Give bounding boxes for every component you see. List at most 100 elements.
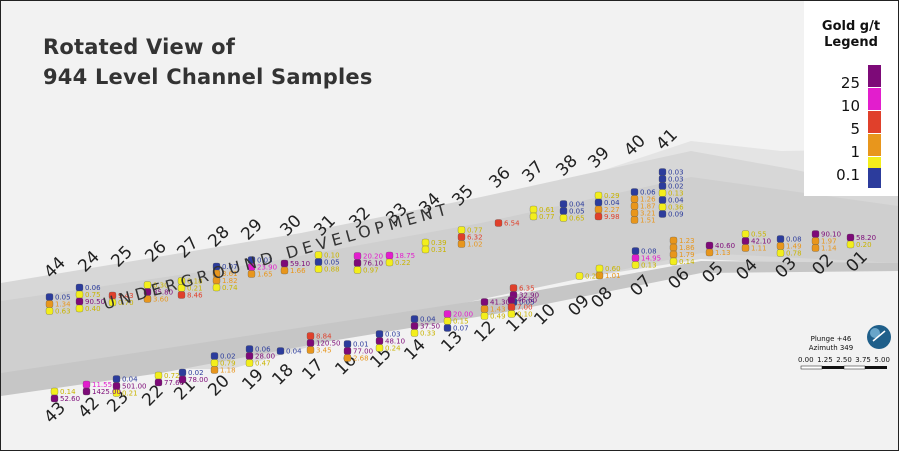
- sample-grade-label: 18.75: [395, 252, 415, 260]
- sample-grade-label: 501.00: [122, 383, 147, 391]
- sample-grade-label: 1.97: [821, 238, 837, 246]
- sample-grade-label: 0.22: [395, 259, 411, 267]
- sample-segment: [421, 245, 430, 254]
- sample-segment: [443, 310, 452, 318]
- plunge-text: Plunge +46: [810, 335, 852, 343]
- sample-grade-label: 0.06: [640, 189, 656, 197]
- sample-segment: [669, 257, 678, 266]
- sample-segment: [631, 247, 640, 255]
- sample-grade-label: 0.09: [668, 211, 684, 219]
- sample-segment: [75, 290, 84, 299]
- legend: Gold g/t Legend 25 10 5 1 0.1: [804, 1, 898, 196]
- sample-grade-label: 0.77: [539, 213, 555, 221]
- sample-segment: [143, 295, 152, 303]
- sample-grade-label: 1.66: [290, 267, 306, 275]
- sample-grade-label: 3.60: [153, 296, 169, 304]
- sample-grade-label: 0.06: [255, 346, 271, 354]
- channel-id-label: 19: [238, 365, 267, 394]
- sample-segment: [375, 330, 384, 338]
- sample-grade-label: 0.08: [641, 248, 657, 256]
- sample-segment: [776, 242, 785, 250]
- sample-segment: [507, 310, 516, 318]
- sample-grade-label: 0.70: [118, 299, 134, 307]
- sample-grade-label: 1.87: [640, 203, 656, 211]
- sample-segment: [559, 200, 568, 208]
- legend-swatch-5: [868, 111, 881, 133]
- sample-segment: [846, 233, 855, 242]
- sample-grade-label: 0.30: [153, 282, 169, 290]
- sample-segment: [410, 322, 419, 330]
- sample-segment: [594, 198, 603, 207]
- sample-segment: [595, 271, 604, 280]
- scale-tick: 2.50: [836, 356, 852, 364]
- sample-grade-label: 2.27: [604, 206, 620, 214]
- sample-segment: [658, 182, 667, 190]
- scale-tick-labels: 0.00 1.25 2.50 3.75 5.00: [798, 356, 890, 364]
- sample-segment: [210, 352, 219, 360]
- sample-segment: [658, 196, 667, 204]
- scale-tick: 0.00: [798, 356, 814, 364]
- sample-grade-label: 23.90: [257, 264, 277, 272]
- sample-segment: [443, 317, 452, 325]
- sample-segment: [741, 237, 750, 245]
- orientation-sphere-icon: [867, 325, 891, 349]
- sample-segment: [594, 191, 603, 200]
- sample-grade-label: 2.68: [353, 355, 369, 363]
- sample-grade-label: 1.43: [490, 306, 506, 314]
- channel-id-label: 39: [584, 143, 613, 172]
- sample-grade-label: 0.04: [668, 197, 684, 205]
- drift-geometry: [1, 141, 898, 396]
- sample-segment: [247, 270, 256, 278]
- sample-grade-label: 90.10: [821, 231, 841, 239]
- sample-grade-label: 0.05: [55, 294, 71, 302]
- sample-grade-label: 41.30: [490, 299, 510, 307]
- sample-grade-label: 77.00: [353, 348, 373, 356]
- sample-grade-label: 48.10: [385, 338, 405, 346]
- sample-grade-label: 0.72: [164, 372, 180, 380]
- sample-segment: [343, 340, 352, 348]
- sample-segment: [630, 216, 639, 224]
- sample-segment: [50, 394, 59, 403]
- sample-grade-label: 0.04: [286, 348, 302, 356]
- sample-grade-label: 0.05: [569, 208, 585, 216]
- sample-grade-label: 1.01: [605, 272, 621, 280]
- sample-segment: [575, 272, 584, 280]
- sample-grade-label: 0.14: [60, 388, 76, 396]
- sample-segment: [306, 332, 315, 340]
- channel-id-label: 20: [204, 371, 233, 400]
- sample-segment: [306, 346, 315, 354]
- sample-segment: [385, 258, 394, 267]
- sample-segment: [178, 375, 187, 384]
- sample-grade-label: 0.08: [786, 236, 802, 244]
- sample-segment: [154, 371, 163, 380]
- sample-grade-label: 1.49: [786, 243, 802, 251]
- sample-segment: [669, 236, 678, 245]
- sample-segment: [457, 226, 466, 234]
- sample-segment: [631, 254, 640, 262]
- sample-grade-label: 0.05: [519, 299, 535, 307]
- sample-segment: [45, 300, 54, 308]
- sample-segment: [375, 337, 384, 345]
- sample-grade-label: 0.77: [467, 227, 483, 235]
- sample-grade-label: 59.10: [290, 260, 310, 268]
- sample-segment: [705, 248, 714, 257]
- sample-grade-label: 0.20: [856, 241, 872, 249]
- sample-segment: [669, 243, 678, 252]
- sample-grade-label: 0.22: [585, 273, 601, 281]
- sample-segment: [494, 219, 503, 227]
- sample-segment: [108, 298, 117, 307]
- sample-segment: [343, 347, 352, 355]
- sample-grade-label: 0.13: [668, 190, 684, 198]
- sample-grade-label: 0.39: [431, 239, 447, 247]
- sample-segment: [178, 368, 187, 377]
- sample-segment: [112, 389, 121, 397]
- legend-swatch-25: [868, 65, 881, 87]
- sample-grade-label: 1.51: [640, 217, 656, 225]
- sample-segment: [559, 207, 568, 215]
- sample-grade-label: 40.60: [715, 242, 735, 250]
- sample-grade-label: 0.10: [517, 311, 533, 319]
- sample-grade-label: 0.63: [55, 308, 71, 316]
- sample-grade-label: 90.50: [85, 298, 105, 306]
- title-line-1: Rotated View of: [43, 35, 236, 59]
